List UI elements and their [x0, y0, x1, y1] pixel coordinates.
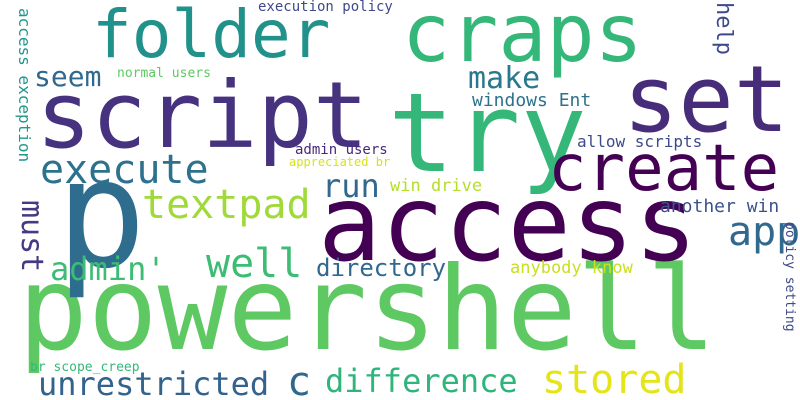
- word-make: make: [468, 61, 541, 96]
- word-appreciated-br: appreciated br: [289, 155, 391, 169]
- word-execute: execute: [40, 147, 209, 193]
- word-admin-users: admin users: [295, 142, 388, 158]
- word-help: help: [711, 2, 736, 55]
- word-directory: directory: [316, 254, 447, 282]
- word-well: well: [206, 241, 303, 287]
- word-folder: folder: [92, 0, 331, 73]
- word-craps: craps: [402, 0, 643, 80]
- word-access-exception: access exception: [15, 8, 34, 163]
- word-seem: seem: [34, 60, 102, 93]
- word-app: app: [728, 209, 800, 255]
- word-powershell: powershell: [18, 242, 717, 377]
- word-unrestricted: unrestricted: [38, 365, 270, 400]
- word-access: access: [318, 163, 698, 285]
- word-anybody-know: anybody know: [510, 258, 633, 278]
- word-stored: stored: [542, 357, 687, 400]
- word-policy-setting: policy setting: [782, 222, 797, 332]
- word-run: run: [322, 167, 380, 205]
- word-another-win: another win: [660, 196, 780, 217]
- word-allow-scripts: allow scripts: [577, 132, 703, 151]
- word-must: must: [14, 200, 49, 273]
- word-p: p: [56, 128, 147, 302]
- word-c: c: [287, 359, 312, 400]
- word-br-scope-creep: br scope_creep: [30, 360, 140, 375]
- word-windows-ent: windows Ent: [472, 90, 592, 111]
- word-admin: admin': [50, 250, 166, 288]
- word-execution-policy: execution policy: [258, 0, 393, 15]
- word-textpad: textpad: [142, 182, 311, 228]
- word-difference: difference: [325, 362, 518, 400]
- word-normal-users: normal users: [117, 66, 211, 81]
- word-set: set: [623, 46, 790, 153]
- word-try: try: [388, 69, 587, 197]
- word-create: create: [548, 132, 780, 206]
- word-script: script: [36, 62, 369, 169]
- word-win-drive: win drive: [390, 176, 483, 196]
